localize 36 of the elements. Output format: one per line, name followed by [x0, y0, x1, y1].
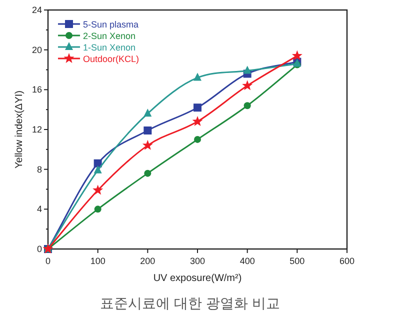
text: 표준시료에 대한 광열화 비교	[100, 295, 280, 311]
y-tick-label: 24	[32, 5, 42, 15]
y-tick-label: 0	[36, 244, 42, 254]
x-tick-label: 100	[90, 256, 106, 266]
point	[192, 116, 203, 126]
point	[242, 80, 253, 90]
point	[194, 136, 201, 143]
point	[144, 170, 152, 177]
x-tick-label: 400	[240, 256, 255, 266]
y-tick-label: 16	[32, 84, 42, 95]
point	[292, 50, 302, 60]
x-tick-label: 0	[45, 256, 51, 266]
x-tick-label: 200	[140, 256, 156, 266]
point	[144, 126, 152, 134]
x-axis-title: UV exposure(W/m²)	[153, 273, 242, 284]
point	[144, 108, 152, 117]
point	[243, 66, 252, 74]
point	[94, 165, 102, 174]
point	[194, 72, 202, 81]
legend-label: 1-Sun Xenon	[83, 42, 136, 52]
point	[194, 104, 202, 112]
y-axis-title: Yellow index(ΔYI)	[14, 90, 25, 169]
y-tick-label: 20	[32, 44, 42, 55]
legend-label: Outdoor(KCL)	[83, 54, 140, 64]
legend-label: 5-Sun plasma	[83, 20, 139, 30]
x-tick-label: 500	[290, 256, 305, 266]
x-tick-label: 600	[339, 256, 355, 266]
point	[142, 140, 153, 150]
legend-label: 2-Sun Xenon	[83, 31, 136, 41]
x-tick-label: 300	[190, 256, 206, 266]
y-tick-label: 12	[32, 124, 42, 134]
point	[244, 102, 251, 110]
point	[94, 206, 102, 213]
y-tick-label: 4	[36, 204, 42, 214]
y-tick-label: 8	[36, 164, 42, 174]
point	[92, 184, 104, 195]
